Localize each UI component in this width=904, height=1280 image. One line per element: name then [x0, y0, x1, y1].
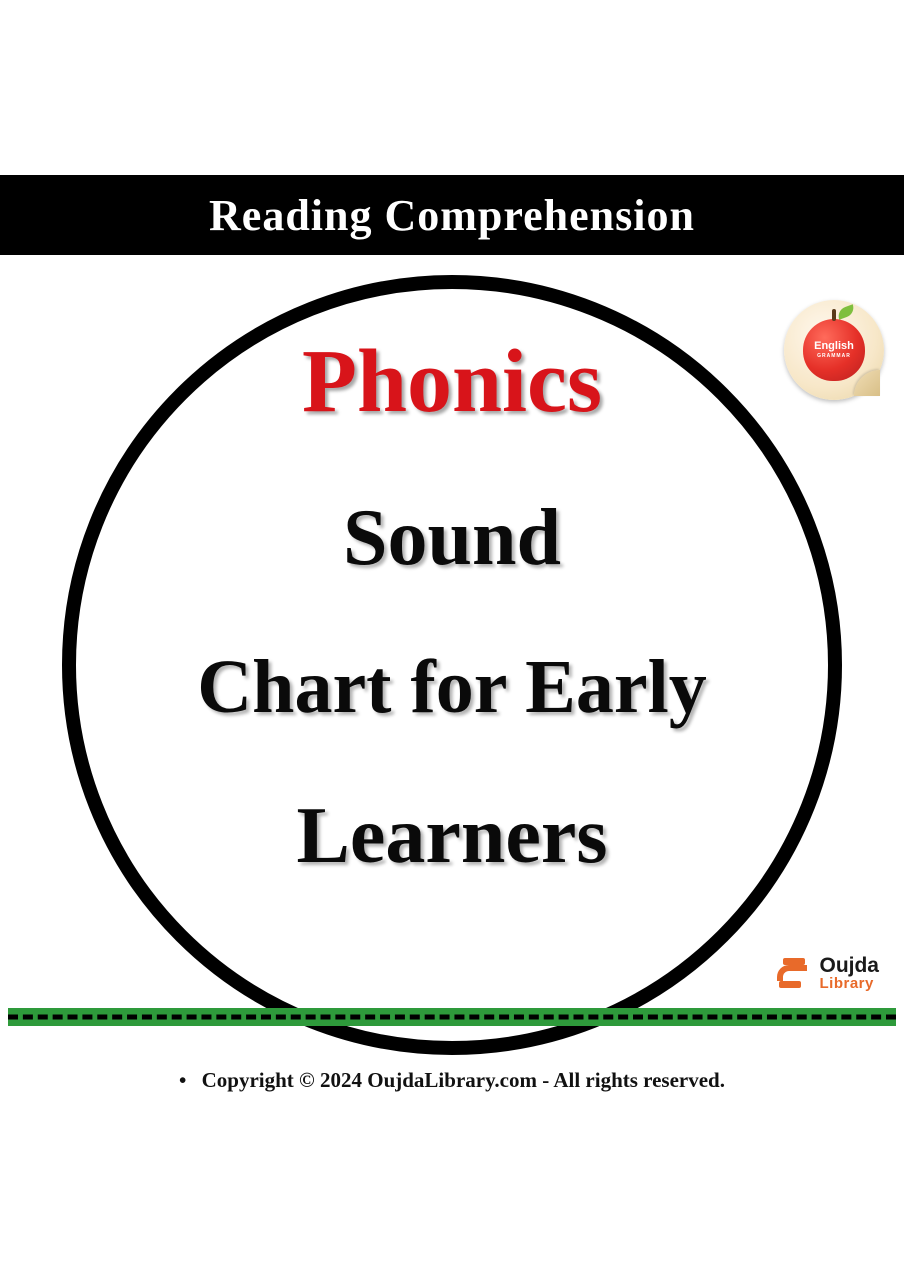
header-title: Reading Comprehension — [209, 190, 695, 241]
brand-text: Oujda Library — [819, 955, 879, 991]
brand-name-top: Oujda — [819, 955, 879, 976]
header-bar: Reading Comprehension — [0, 175, 904, 255]
copyright-text: Copyright © 2024 OujdaLibrary.com - All … — [202, 1068, 725, 1092]
copyright: • Copyright © 2024 OujdaLibrary.com - Al… — [0, 1068, 904, 1093]
title-line-1: Phonics — [0, 330, 904, 433]
title-line-4: Learners — [0, 791, 904, 882]
title-stack: Phonics Sound Chart for Early Learners — [0, 330, 904, 882]
brand-name-bottom: Library — [819, 976, 879, 991]
title-line-3: Chart for Early — [0, 644, 904, 731]
green-divider — [8, 1008, 896, 1026]
title-line-2: Sound — [0, 493, 904, 584]
brand-mark-icon — [777, 956, 811, 990]
divider-dashes — [8, 1015, 896, 1020]
bullet-icon: • — [179, 1068, 186, 1093]
brand-logo: Oujda Library — [777, 955, 879, 991]
